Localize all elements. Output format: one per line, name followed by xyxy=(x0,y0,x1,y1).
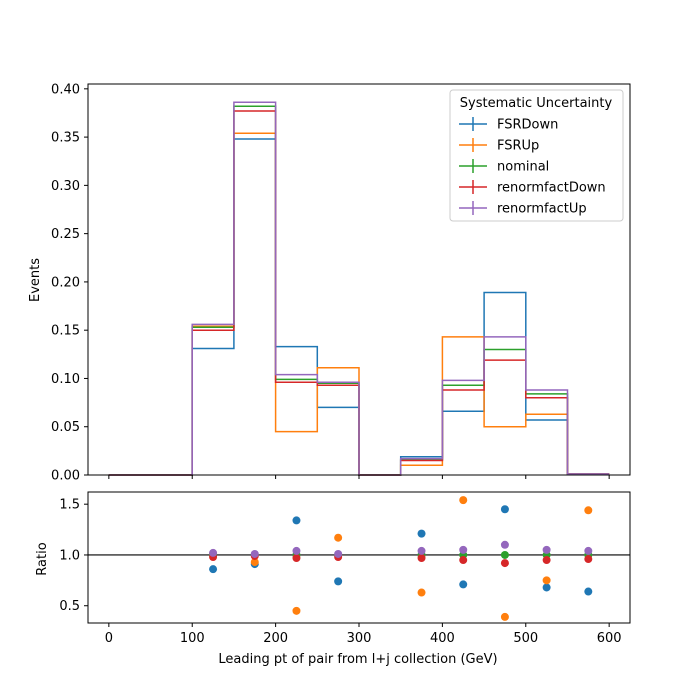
legend-label: renormfactDown xyxy=(497,181,606,196)
legend-label: nominal xyxy=(497,160,549,175)
x-tick-label: 500 xyxy=(513,631,538,646)
ratio-x-ticks: 0 100 200 300 400 500 600 xyxy=(105,623,622,646)
ratio-point-renormfactUp xyxy=(459,545,468,554)
ratio-point-FSRDown xyxy=(584,587,593,596)
x-axis-label: Leading pt of pair from l+j collection (… xyxy=(218,652,497,667)
legend-label: renormfactUp xyxy=(497,202,587,217)
ratio-y-tick-label: 0.5 xyxy=(59,599,80,614)
ratio-y-tick-label: 1.0 xyxy=(59,548,80,563)
ratio-point-FSRDown xyxy=(209,565,218,574)
ratio-point-FSRDown xyxy=(500,505,509,514)
ratio-point-renormfactDown xyxy=(584,555,593,564)
ratio-point-renormfactDown xyxy=(417,554,426,563)
histogram-y-ticks: 0.00 0.05 0.10 0.15 0.20 0.25 0.30 0.35 0.40 xyxy=(51,82,88,484)
legend-label: FSRDown xyxy=(497,118,558,133)
ratio-point-renormfactDown xyxy=(292,554,301,563)
x-tick-label: 200 xyxy=(263,631,288,646)
ratio-point-FSRUp xyxy=(459,496,468,505)
legend-entry-FSRUp: FSRUp xyxy=(459,138,539,154)
histogram-x-ticks xyxy=(108,475,610,479)
histogram-y-tick-label: 0.05 xyxy=(51,420,80,435)
legend: Systematic Uncertainty FSRDown FSRUp nomin… xyxy=(449,89,624,222)
ratio-point-FSRDown xyxy=(542,583,551,592)
ratio-point-renormfactUp xyxy=(334,549,343,558)
ratio-point-renormfactUp xyxy=(500,540,509,549)
ratio-panel: 0 100 200 300 400 500 600 0.5 1.0 1.5 Ratio Lead… xyxy=(35,491,631,667)
x-tick-label: 400 xyxy=(430,631,455,646)
ratio-point-FSRUp xyxy=(250,558,259,567)
ratio-y-tick-label: 1.5 xyxy=(59,498,80,513)
ratio-point-FSRUp xyxy=(584,506,593,515)
histogram-y-tick-label: 0.10 xyxy=(51,372,80,387)
ratio-point-renormfactUp xyxy=(292,546,301,555)
x-tick-label: 100 xyxy=(180,631,205,646)
ratio-point-renormfactDown xyxy=(500,559,509,568)
histogram-y-tick-label: 0.20 xyxy=(51,275,80,290)
histogram-y-tick-label: 0.25 xyxy=(51,227,80,242)
x-tick-label: 600 xyxy=(597,631,622,646)
legend-entries: FSRDown FSRUp nominal renormfactDown renormf… xyxy=(459,117,606,217)
ratio-point-renormfactUp xyxy=(250,549,259,558)
ratio-point-renormfactUp xyxy=(584,546,593,555)
ratio-y-axis-label: Ratio xyxy=(35,542,50,575)
ratio-point-FSRUp xyxy=(417,588,426,597)
histogram-y-axis-label: Events xyxy=(28,258,43,302)
ratio-y-ticks: 0.5 1.0 1.5 xyxy=(59,498,88,614)
ratio-point-FSRUp xyxy=(334,533,343,542)
ratio-point-FSRDown xyxy=(292,516,301,525)
legend-entry-renormfactDown: renormfactDown xyxy=(459,180,606,196)
ratio-point-renormfactUp xyxy=(542,545,551,554)
ratio-point-FSRDown xyxy=(459,580,468,589)
legend-box xyxy=(449,89,624,222)
x-tick-label: 0 xyxy=(105,631,113,646)
legend-entry-nominal: nominal xyxy=(459,159,549,175)
legend-title: Systematic Uncertainty xyxy=(460,96,613,111)
x-tick-label: 300 xyxy=(347,631,372,646)
ratio-point-renormfactDown xyxy=(542,556,551,565)
ratio-point-FSRDown xyxy=(417,529,426,538)
ratio-point-nominal xyxy=(500,550,509,559)
ratio-point-FSRUp xyxy=(292,606,301,615)
legend-entry-FSRDown: FSRDown xyxy=(459,117,558,133)
ratio-point-renormfactDown xyxy=(459,556,468,565)
histogram-y-tick-label: 0.35 xyxy=(51,131,80,146)
ratio-point-renormfactUp xyxy=(417,546,426,555)
histogram-y-tick-label: 0.40 xyxy=(51,82,80,97)
ratio-point-FSRUp xyxy=(542,576,551,585)
ratio-point-FSRUp xyxy=(500,612,509,621)
ratio-points-group xyxy=(209,496,593,621)
histogram-panel: 0.00 0.05 0.10 0.15 0.20 0.25 0.30 0.35 0.40 Eve… xyxy=(28,82,631,484)
histogram-y-tick-label: 0.00 xyxy=(51,469,80,484)
legend-entry-renormfactUp: renormfactUp xyxy=(459,201,587,217)
ratio-point-FSRDown xyxy=(334,577,343,586)
histogram-y-tick-label: 0.15 xyxy=(51,324,80,339)
histogram-y-tick-label: 0.30 xyxy=(51,179,80,194)
legend-label: FSRUp xyxy=(497,139,539,154)
ratio-point-renormfactUp xyxy=(209,548,218,557)
